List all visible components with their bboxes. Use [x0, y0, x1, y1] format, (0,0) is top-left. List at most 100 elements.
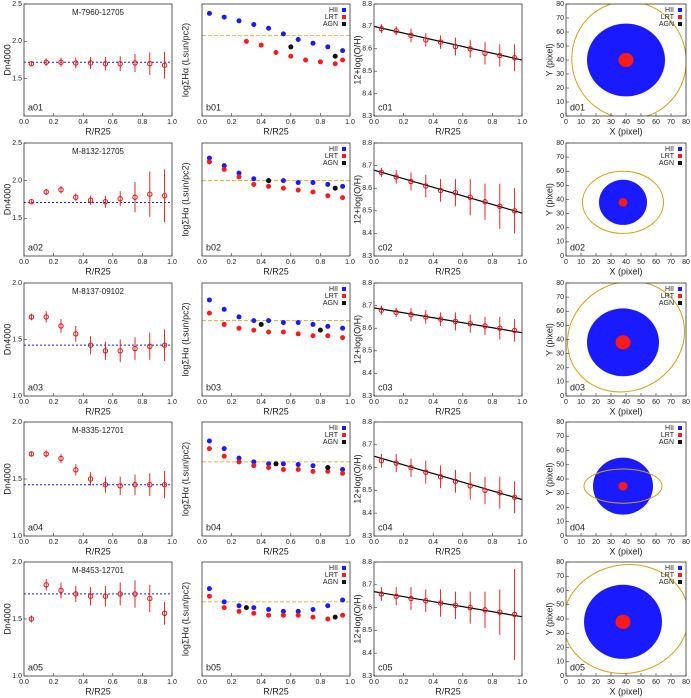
y-axis-label: Dn4000	[2, 184, 12, 216]
median-point	[497, 325, 503, 331]
y-tick-label: 30	[556, 630, 564, 637]
x-tick-label: 0.4	[78, 259, 88, 266]
x-tick-label: 80	[682, 119, 690, 126]
legend-swatch	[342, 8, 346, 12]
plot-area	[583, 457, 663, 515]
y-tick-label: 80	[556, 140, 564, 147]
x-tick-label: 0.4	[428, 119, 438, 126]
legend-label: LRT	[325, 14, 339, 21]
x-axis-label: R/R25	[263, 686, 289, 696]
x-tick-label: 0.2	[227, 119, 237, 126]
x-tick-label: 0.8	[488, 539, 498, 546]
spaxel-point	[251, 463, 257, 469]
median-point	[482, 50, 488, 56]
spaxel-point	[310, 333, 316, 339]
aperture-ellipse	[582, 170, 664, 234]
y-axis-label: Y (pixel)	[544, 323, 554, 356]
legend-swatch	[678, 8, 682, 12]
legend-label: LRT	[325, 572, 339, 579]
median-point	[497, 609, 503, 615]
spaxel-point	[317, 59, 323, 65]
x-tick-label: 0.2	[49, 119, 59, 126]
spaxel-point	[251, 176, 257, 182]
y-tick-label: 8.7	[362, 23, 372, 30]
panel-label: d04	[570, 522, 585, 532]
spaxel-point	[325, 603, 331, 609]
y-tick-label: 8.6	[362, 185, 372, 192]
x-tick-label: 0.6	[458, 259, 468, 266]
x-tick-label: 0.8	[488, 259, 498, 266]
x-tick-label: 40	[622, 399, 630, 406]
x-axis-label: R/R25	[435, 126, 461, 136]
y-tick-label: 80	[556, 419, 564, 426]
spaxel-point	[266, 318, 272, 324]
x-tick-label: 0.8	[488, 399, 498, 406]
median-point	[437, 187, 444, 194]
y-tick-label: 40	[556, 57, 564, 64]
y-tick-label: 8.3	[362, 253, 372, 260]
y-axis-label: 12+log(O/H)	[352, 594, 362, 643]
y-tick-label: 8.6	[362, 325, 372, 332]
y-tick-label: 0	[560, 113, 564, 120]
legend-label: AGN	[323, 439, 338, 446]
spaxel-point	[280, 329, 286, 335]
legend-label: AGN	[659, 160, 674, 167]
median-point	[423, 598, 429, 604]
spaxel-point	[340, 57, 346, 63]
spaxel-point	[236, 455, 242, 461]
x-tick-label: 1.0	[345, 119, 355, 126]
spaxel-point	[251, 181, 257, 187]
y-tick-label: 8.3	[362, 533, 372, 540]
y-tick-label: 50	[556, 43, 564, 50]
x-tick-label: 0.6	[458, 539, 468, 546]
x-axis-label: R/R25	[435, 686, 461, 696]
median-point	[378, 307, 385, 313]
legend-swatch	[342, 154, 346, 158]
panel-title: M-8335-12701	[72, 426, 125, 435]
y-tick-label: 40	[556, 476, 564, 483]
x-tick-label: 0.4	[428, 399, 438, 406]
plot-area	[202, 10, 350, 67]
median-point	[511, 327, 518, 334]
spaxel-point	[325, 193, 331, 199]
median-point	[73, 591, 79, 597]
x-tick-label: 0	[564, 679, 568, 686]
median-point	[452, 318, 459, 325]
x-tick-label: 80	[682, 399, 690, 406]
x-tick-label: 60	[652, 679, 660, 686]
spaxel-point	[280, 178, 286, 184]
y-tick-label: 2.0	[12, 38, 22, 45]
plot-area	[24, 450, 172, 499]
legend-label: HII	[665, 425, 674, 432]
y-tick-label: 8.5	[362, 68, 372, 75]
y-tick-label: 70	[556, 433, 564, 440]
median-point	[393, 309, 399, 316]
median-point	[378, 591, 385, 597]
y-axis-label: 12+log(O/H)	[352, 315, 362, 364]
y-tick-label: 1.5	[12, 76, 22, 83]
y-tick-label: 50	[556, 182, 564, 189]
y-tick-label: 8.4	[362, 230, 372, 237]
x-tick-label: 0.2	[399, 539, 409, 546]
legend-label: AGN	[323, 579, 338, 586]
legend-label: LRT	[325, 293, 339, 300]
median-point	[378, 458, 385, 464]
y-tick-label: 8.7	[362, 162, 372, 169]
median-point	[87, 60, 94, 66]
x-axis-label: R/R25	[263, 126, 289, 136]
legend-swatch	[342, 15, 346, 19]
y-tick-label: 1.0	[12, 393, 22, 400]
y-axis-label: Y (pixel)	[544, 183, 554, 216]
y-tick-label: 2.0	[12, 419, 22, 426]
median-point	[511, 55, 518, 61]
panel-label: c01	[378, 102, 393, 112]
y-tick-label: 8.3	[362, 673, 372, 680]
legend-label: HII	[665, 565, 674, 572]
x-tick-label: 0.4	[256, 119, 266, 126]
y-tick-label: 8.8	[362, 419, 372, 426]
x-tick-label: 0.4	[256, 679, 266, 686]
plot-frame	[373, 142, 523, 257]
x-tick-label: 0.6	[458, 399, 468, 406]
x-tick-label: 1.0	[517, 119, 527, 126]
plot-frame	[201, 561, 351, 677]
